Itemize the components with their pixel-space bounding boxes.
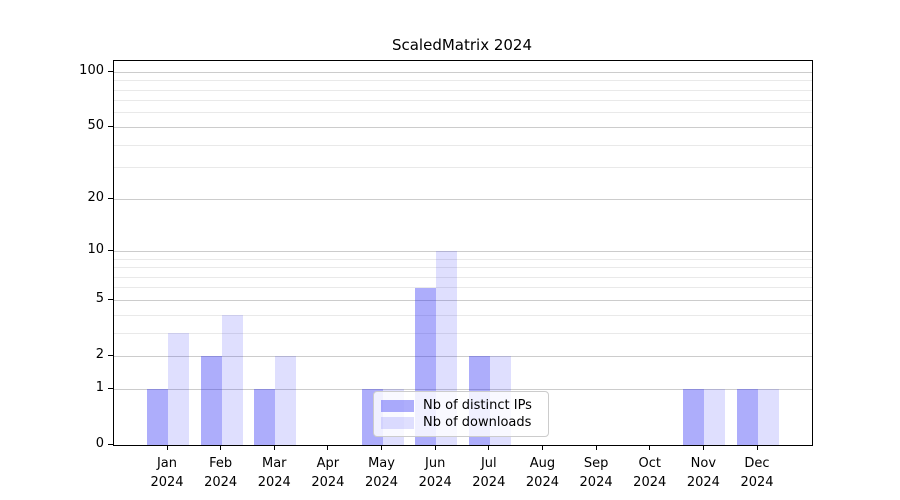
- legend: Nb of distinct IPs Nb of downloads: [373, 391, 549, 437]
- major-gridline: [114, 198, 812, 200]
- major-gridline: [114, 250, 812, 252]
- minor-gridline: [114, 112, 812, 114]
- minor-gridline: [114, 276, 812, 278]
- x-tick-mark: [166, 445, 168, 450]
- major-gridline: [114, 299, 812, 301]
- minor-gridline: [114, 80, 812, 82]
- minor-gridline: [114, 287, 812, 289]
- y-tick-mark: [108, 125, 113, 127]
- y-tick-mark: [108, 443, 113, 445]
- x-tick-label-dec: Dec 2024: [740, 456, 774, 490]
- x-tick-label-oct: Oct 2024: [633, 456, 667, 490]
- bar-distinct-ips-jan: [147, 389, 168, 445]
- bar-downloads-mar: [275, 356, 297, 445]
- x-tick-label-mar: Mar 2024: [257, 456, 291, 490]
- x-tick-mark: [273, 445, 275, 450]
- x-tick-label-nov: Nov 2024: [686, 456, 720, 490]
- bar-distinct-ips-nov: [683, 389, 705, 445]
- x-tick-mark: [702, 445, 704, 450]
- y-tick-label: 100: [79, 63, 104, 79]
- x-tick-mark: [381, 445, 383, 450]
- minor-gridline: [114, 100, 812, 102]
- x-tick-mark: [434, 445, 436, 450]
- x-tick-mark: [756, 445, 758, 450]
- minor-gridline: [114, 258, 812, 260]
- x-tick-mark: [220, 445, 222, 450]
- plot-area: [113, 60, 813, 446]
- y-tick-label: 10: [87, 242, 104, 258]
- y-tick-label: 1: [95, 380, 104, 395]
- bar-downloads-nov: [704, 389, 726, 445]
- y-tick-label: 20: [87, 190, 104, 206]
- y-tick-label: 0: [95, 436, 104, 451]
- x-tick-mark: [649, 445, 651, 450]
- y-tick-mark: [108, 387, 113, 389]
- minor-gridline: [114, 332, 812, 334]
- legend-entry-distinct-ips: Nb of distinct IPs: [381, 397, 540, 414]
- legend-swatch-downloads: [381, 416, 414, 429]
- x-tick-mark: [541, 445, 543, 450]
- minor-gridline: [114, 314, 812, 316]
- x-tick-label-jun: Jun 2024: [418, 456, 452, 490]
- y-tick-label: 2: [95, 347, 104, 363]
- bar-downloads-jan: [168, 333, 189, 445]
- legend-label-distinct-ips: Nb of distinct IPs: [423, 398, 532, 413]
- minor-gridline: [114, 267, 812, 269]
- bar-downloads-feb: [221, 315, 243, 445]
- x-tick-mark: [488, 445, 490, 450]
- y-tick-label: 5: [95, 291, 104, 307]
- x-tick-mark: [595, 445, 597, 450]
- legend-label-downloads: Nb of downloads: [423, 415, 532, 430]
- x-tick-label-sep: Sep 2024: [579, 456, 613, 490]
- x-tick-label-may: May 2024: [364, 456, 399, 490]
- major-gridline: [114, 126, 812, 128]
- x-tick-mark: [327, 445, 329, 450]
- bar-distinct-ips-mar: [254, 389, 276, 445]
- y-tick-mark: [108, 197, 113, 199]
- y-tick-mark: [108, 298, 113, 300]
- y-tick-mark: [108, 70, 113, 72]
- bar-distinct-ips-dec: [737, 389, 758, 445]
- x-tick-label-feb: Feb 2024: [204, 456, 238, 490]
- major-gridline: [114, 71, 812, 73]
- bar-downloads-dec: [758, 389, 779, 445]
- minor-gridline: [114, 89, 812, 91]
- x-tick-label-jan: Jan 2024: [150, 456, 184, 490]
- minor-gridline: [114, 144, 812, 146]
- major-gridline: [114, 388, 812, 390]
- legend-swatch-distinct-ips: [381, 399, 414, 412]
- x-tick-label-aug: Aug 2024: [525, 456, 559, 490]
- y-tick-label: 50: [87, 118, 104, 134]
- legend-entry-downloads: Nb of downloads: [381, 414, 540, 431]
- y-tick-mark: [108, 249, 113, 251]
- x-tick-label-jul: Jul 2024: [472, 456, 506, 490]
- minor-gridline: [114, 167, 812, 169]
- x-tick-label-apr: Apr 2024: [311, 456, 345, 490]
- chart-title: ScaledMatrix 2024: [391, 36, 533, 54]
- bar-distinct-ips-feb: [200, 356, 222, 445]
- y-tick-mark: [108, 354, 113, 356]
- major-gridline: [114, 355, 812, 357]
